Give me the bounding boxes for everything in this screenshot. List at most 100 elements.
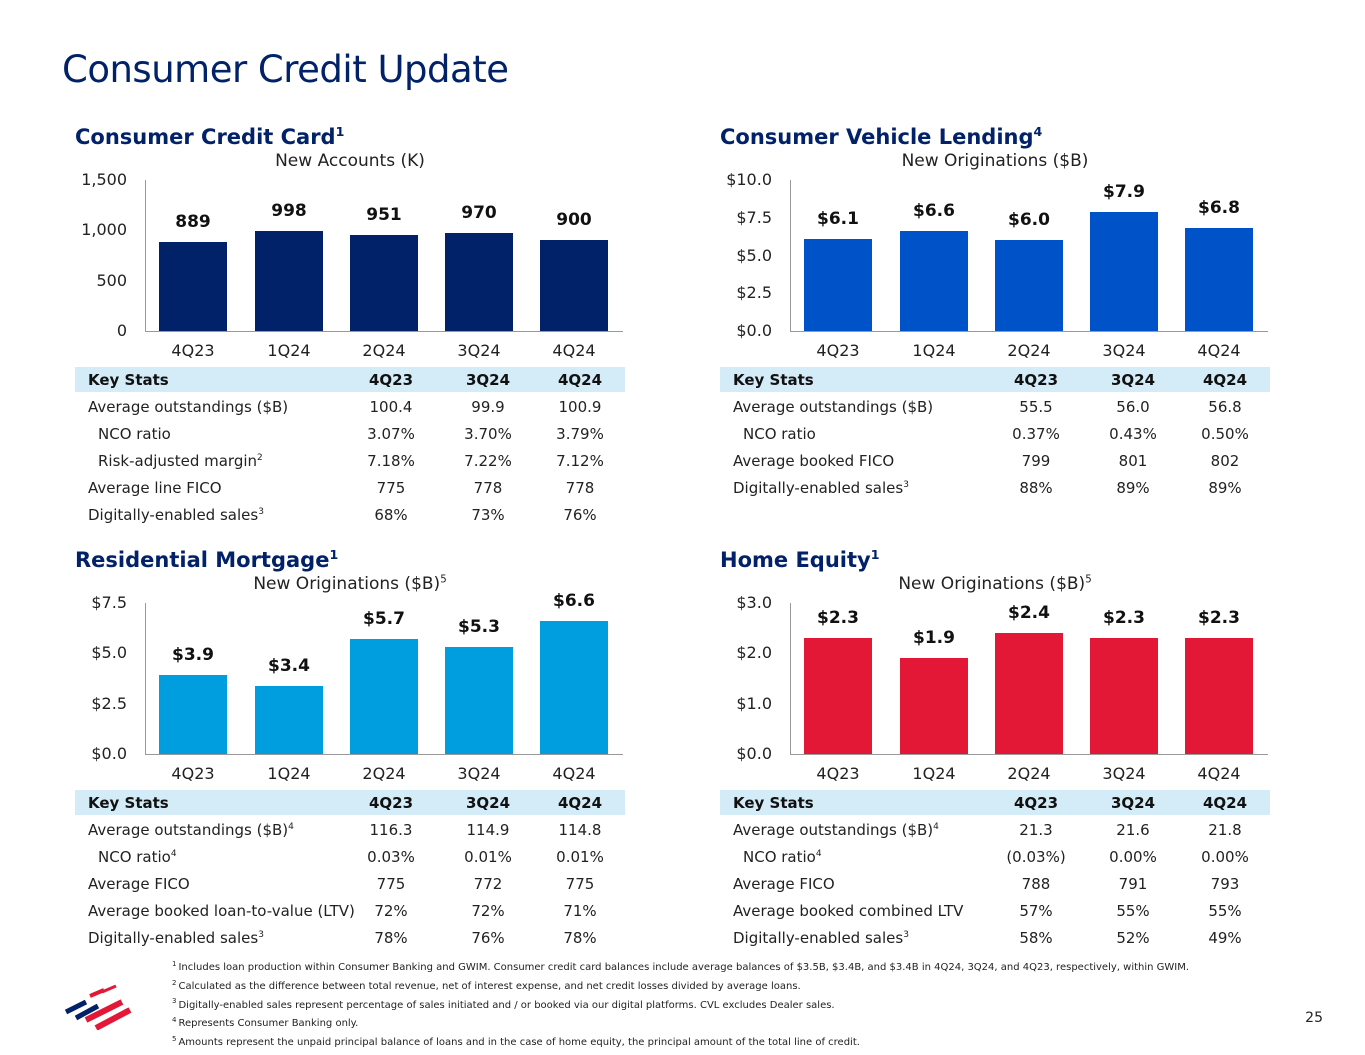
data-label: 970 <box>461 203 497 224</box>
row-value: 100.9 <box>558 398 602 416</box>
row-label-text: Average line FICO <box>88 479 222 497</box>
key-stats-period: 4Q23 <box>1013 794 1059 812</box>
footnote-ref: 4 <box>170 849 177 859</box>
row-label: Digitally-enabled sales3 <box>88 506 264 524</box>
row-value: 71% <box>563 902 597 920</box>
row-value: 802 <box>1210 452 1240 470</box>
row-label-text: Average booked FICO <box>733 452 895 470</box>
row-value: 0.00% <box>1201 848 1249 866</box>
x-tick-label: 3Q24 <box>457 341 501 360</box>
chart-title-text: Residential Mortgage <box>75 548 330 572</box>
row-value: 793 <box>1210 875 1240 893</box>
table-row: Digitally-enabled sales3 78% 76% 78% <box>75 929 625 951</box>
row-value: 3.79% <box>556 425 604 443</box>
row-value: 21.3 <box>1019 821 1053 839</box>
row-value: 801 <box>1118 452 1148 470</box>
table-row: NCO ratio4 0.03% 0.01% 0.01% <box>75 848 625 870</box>
key-stats-period: 4Q24 <box>1202 371 1248 389</box>
table-row: Average outstandings ($B) 55.5 56.0 56.8 <box>720 398 1270 420</box>
x-axis <box>790 754 1268 755</box>
chart-title-text: Home Equity <box>720 548 871 572</box>
x-tick-label: 4Q24 <box>1197 764 1241 783</box>
y-tick-label: $2.0 <box>736 643 772 663</box>
data-label: $6.8 <box>1198 198 1240 219</box>
bar <box>900 658 968 754</box>
data-label: $3.9 <box>172 645 214 666</box>
row-label-text: NCO ratio <box>743 848 816 866</box>
row-value: 68% <box>374 506 408 524</box>
row-label: Average outstandings ($B) <box>733 398 933 416</box>
page-title: Consumer Credit Update <box>62 48 509 91</box>
y-tick-label: $2.5 <box>91 693 127 713</box>
bar <box>1185 228 1253 331</box>
row-value: 55% <box>1116 902 1150 920</box>
table-row: NCO ratio 0.37% 0.43% 0.50% <box>720 425 1270 447</box>
row-value: 0.01% <box>556 848 604 866</box>
y-tick-label: $5.0 <box>736 245 772 265</box>
row-label-text: NCO ratio <box>98 425 171 443</box>
x-tick-label: 4Q24 <box>552 764 596 783</box>
x-tick-label: 1Q24 <box>912 341 956 360</box>
data-label: 900 <box>556 210 592 231</box>
y-tick-label: $7.5 <box>91 593 127 612</box>
bar <box>804 638 872 754</box>
x-tick-label: 2Q24 <box>362 341 406 360</box>
chart-subtitle: New Originations ($B)5 <box>720 574 1270 594</box>
footnote-text: Amounts represent the unpaid principal b… <box>178 1036 860 1048</box>
row-value: 775 <box>376 479 406 497</box>
chart-panel: Home Equity1 New Originations ($B)5 $0.0 $1… <box>720 547 1270 980</box>
table-row: NCO ratio4 (0.03%) 0.00% 0.00% <box>720 848 1270 870</box>
x-tick-label: 4Q23 <box>816 764 860 783</box>
x-tick-label: 4Q23 <box>171 341 215 360</box>
data-label: $2.4 <box>1008 603 1050 624</box>
table-row: Average booked combined LTV 57% 55% 55% <box>720 902 1270 924</box>
row-value: 100.4 <box>369 398 413 416</box>
x-tick-label: 1Q24 <box>267 764 311 783</box>
y-tick-label: $10.0 <box>726 170 772 189</box>
footnote-ref: 4 <box>815 849 822 859</box>
footnote-text: Represents Consumer Banking only. <box>178 1018 359 1030</box>
key-stats-label: Key Stats <box>733 794 814 812</box>
chart-title-text: Consumer Vehicle Lending <box>720 125 1034 149</box>
row-label: Average outstandings ($B) <box>88 398 288 416</box>
row-value: 791 <box>1118 875 1148 893</box>
footnote-ref: 5 <box>1085 574 1092 586</box>
footnote-ref: 3 <box>258 507 264 517</box>
table-row: NCO ratio 3.07% 3.70% 3.79% <box>75 425 625 447</box>
bar <box>159 675 227 754</box>
row-value: 89% <box>1208 479 1242 497</box>
table-row: Average line FICO 775 778 778 <box>75 479 625 501</box>
chart-subtitle-text: New Accounts (K) <box>275 151 425 171</box>
x-tick-label: 4Q24 <box>1197 341 1241 360</box>
row-label: NCO ratio <box>98 425 171 443</box>
key-stats-period: 4Q23 <box>368 794 414 812</box>
data-label: $6.0 <box>1008 210 1050 231</box>
bar <box>995 633 1063 754</box>
x-tick-label: 2Q24 <box>1007 341 1051 360</box>
data-label: $6.1 <box>817 208 859 229</box>
row-value: 3.70% <box>464 425 512 443</box>
data-label: $2.3 <box>1103 608 1145 629</box>
row-label: Average booked loan-to-value (LTV) <box>88 902 355 920</box>
key-stats-period: 4Q23 <box>1013 371 1059 389</box>
row-value: 0.50% <box>1201 425 1249 443</box>
bar <box>350 235 418 331</box>
y-tick-label: $5.0 <box>91 643 127 663</box>
bar <box>1185 638 1253 754</box>
row-value: 772 <box>473 875 503 893</box>
row-value: 799 <box>1021 452 1051 470</box>
bar <box>350 639 418 754</box>
footnote: 3 Digitally-enabled sales represent perce… <box>172 994 1189 1013</box>
row-label: Average line FICO <box>88 479 222 497</box>
row-value: 76% <box>471 929 505 947</box>
x-tick-label: 3Q24 <box>1102 341 1146 360</box>
row-label: Average outstandings ($B)4 <box>733 821 939 839</box>
row-value: 7.22% <box>464 452 512 470</box>
bar <box>995 240 1063 331</box>
y-axis <box>790 180 791 331</box>
key-stats-label: Key Stats <box>88 794 169 812</box>
chart-subtitle-text: New Originations ($B) <box>253 574 441 594</box>
row-value: 116.3 <box>369 821 413 839</box>
row-value: 0.00% <box>1109 848 1157 866</box>
bar <box>445 233 513 331</box>
